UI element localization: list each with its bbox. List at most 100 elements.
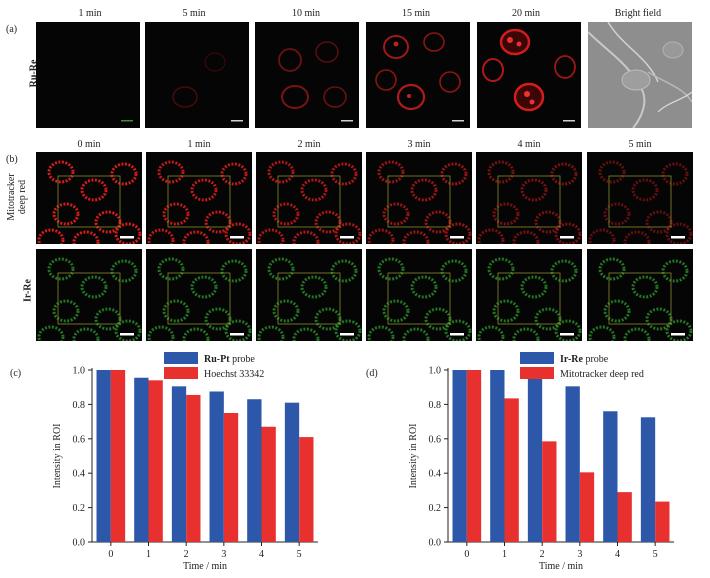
ru-re-image-10min <box>255 22 359 128</box>
bar <box>96 370 111 542</box>
y-tick-label: 0.6 <box>429 434 442 445</box>
bar <box>490 370 505 542</box>
ir-re-image-5 <box>587 249 693 341</box>
panel-a-time-label: 15 min <box>401 8 431 19</box>
panel-letter: (d) <box>366 368 378 379</box>
bar <box>261 426 276 542</box>
bar <box>617 492 632 542</box>
ru-re-image-20min <box>477 22 581 128</box>
x-tick-label: 2 <box>184 549 189 560</box>
bar <box>565 386 580 542</box>
scale-bar <box>120 333 134 336</box>
mitotracker-image-1 <box>146 152 252 244</box>
bar <box>284 402 300 542</box>
panel-a-time-label: 10 min <box>291 8 321 19</box>
scale-bar <box>230 236 244 239</box>
ru-re-image-1min <box>36 22 140 128</box>
x-tick-label: 2 <box>540 549 545 560</box>
roi-box <box>277 175 341 228</box>
scale-bar <box>560 236 574 239</box>
legend-label: Mitotracker deep red <box>560 369 644 380</box>
roi-box <box>608 272 672 325</box>
bar <box>186 394 201 542</box>
legend-swatch <box>164 367 198 379</box>
bar <box>223 413 239 542</box>
bar <box>504 398 519 542</box>
y-tick-label: 1.0 <box>73 366 86 377</box>
roi-box <box>608 175 672 228</box>
panel-a-time-label: 1 min <box>78 8 102 19</box>
bar <box>247 399 262 542</box>
bar <box>134 377 149 542</box>
scale-bar <box>671 236 685 239</box>
panel-b-time-label: 4 min <box>517 139 541 150</box>
y-tick-label: 0.2 <box>73 503 86 514</box>
bar-chart-c: (c) 0.0 0.2 0.4 0.6 0.8 1.0 Intensity in ROI 0 1 2… <box>10 352 318 572</box>
ir-re-image-1 <box>146 249 252 341</box>
y-tick-label: 0.2 <box>429 503 442 514</box>
x-axis-label: Time / min <box>183 561 227 572</box>
x-tick-label: 5 <box>297 549 302 560</box>
y-tick-label: 0.0 <box>429 538 442 549</box>
ru-re-bright-field-image <box>588 22 692 128</box>
mitotracker-image-0 <box>36 152 142 244</box>
x-tick-label: 0 <box>108 549 113 560</box>
legend-label: Hoechst 33342 <box>204 369 264 380</box>
panel-a-time-label: 20 min <box>511 8 541 19</box>
ir-re-image-4 <box>476 249 582 341</box>
bar <box>640 417 656 542</box>
scale-bar <box>450 333 464 336</box>
mitotracker-image-4 <box>476 152 582 244</box>
y-tick-label: 0.8 <box>73 400 86 411</box>
legend-swatch <box>164 352 198 364</box>
panel-b-time-label: 2 min <box>297 139 321 150</box>
roi-box <box>497 175 561 228</box>
y-axis-label: Intensity in ROI <box>52 424 63 489</box>
bar <box>603 411 618 542</box>
x-tick-label: 3 <box>577 549 582 560</box>
panel-b-row2-label: Ir-Re <box>22 279 34 302</box>
roi-box <box>57 175 121 228</box>
scale-bar <box>671 333 685 336</box>
bar <box>655 501 670 542</box>
panel-a-time-label: Bright field <box>614 8 662 19</box>
bar <box>209 391 224 542</box>
x-tick-label: 4 <box>615 549 620 560</box>
ru-re-image-5min <box>145 22 249 128</box>
bar <box>299 437 314 542</box>
panel-b-time-label: 5 min <box>628 139 652 150</box>
mitotracker-image-5 <box>587 152 693 244</box>
panel-a-letter: (a) <box>6 24 18 35</box>
y-axis-label: Intensity in ROI <box>408 424 419 489</box>
x-tick-label: 3 <box>221 549 226 560</box>
legend-swatch <box>520 367 554 379</box>
ir-re-image-3 <box>366 249 472 341</box>
panel-b-row1-label: Mitotracker deep red <box>6 162 28 232</box>
bar <box>579 472 595 542</box>
x-axis-label: Time / min <box>539 561 583 572</box>
y-tick-label: 0.0 <box>73 538 86 549</box>
x-tick-label: 5 <box>653 549 658 560</box>
x-tick-label: 0 <box>464 549 469 560</box>
x-tick-label: 4 <box>259 549 264 560</box>
legend-swatch <box>520 352 554 364</box>
ir-re-image-0 <box>36 249 142 341</box>
legend-label: Ir-Re probe <box>560 354 609 365</box>
bar <box>452 370 467 542</box>
scale-bar <box>120 236 134 239</box>
bar <box>542 441 557 542</box>
ir-re-image-2 <box>256 249 362 341</box>
scale-bar <box>450 236 464 239</box>
bar <box>527 371 543 542</box>
panel-b-time-label: 1 min <box>187 139 211 150</box>
y-tick-label: 0.8 <box>429 400 442 411</box>
scale-bar <box>340 236 354 239</box>
y-tick-label: 0.4 <box>429 469 442 480</box>
panel-b-time-label: 3 min <box>407 139 431 150</box>
y-tick-label: 0.6 <box>73 434 86 445</box>
legend-label: Ru-Pt probe <box>204 354 255 365</box>
panel-b-letter: (b) <box>6 154 18 165</box>
bar-chart-d: (d) 0.0 0.2 0.4 0.6 0.8 1.0 Intensity in ROI 0 1 2… <box>366 352 674 572</box>
roi-box <box>167 272 231 325</box>
